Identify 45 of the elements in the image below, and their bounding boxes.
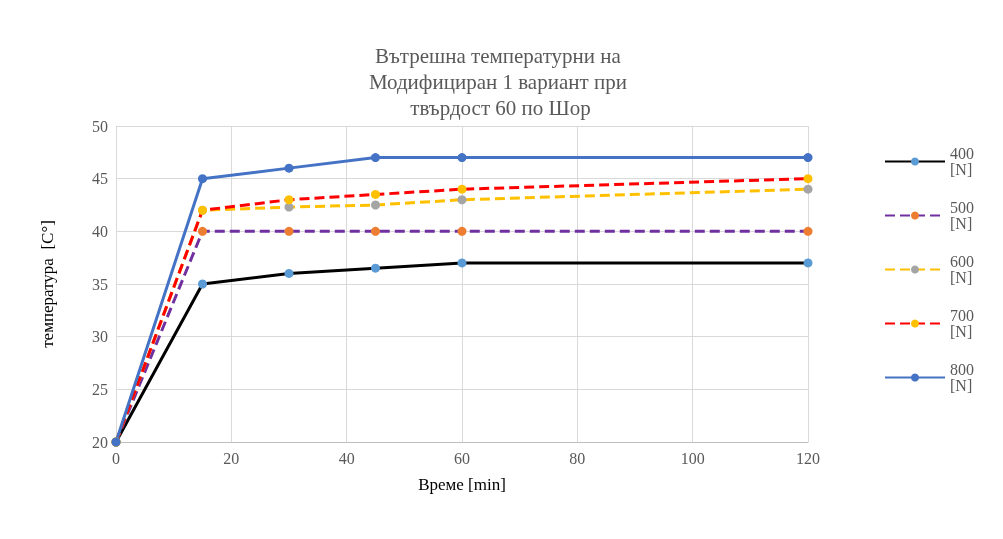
x-tick-label: 20 [223, 449, 240, 467]
x-tick-label: 0 [112, 449, 120, 467]
point [371, 189, 380, 199]
point [198, 226, 207, 236]
x-tick-label: 60 [454, 449, 470, 467]
point [803, 174, 813, 184]
point [457, 258, 467, 268]
point [371, 153, 380, 163]
point [803, 153, 813, 163]
legend-label: 400 [N] [950, 145, 978, 178]
point [371, 263, 380, 273]
point [803, 184, 813, 194]
x-tick-label: 80 [569, 449, 586, 467]
y-tick-label: 30 [92, 328, 108, 346]
x-tick-label: 120 [796, 449, 820, 467]
y-tick-label: 25 [92, 380, 108, 398]
point [457, 153, 467, 163]
point [284, 268, 294, 278]
point [803, 258, 813, 268]
point [198, 279, 207, 289]
chart-title: Вътрешна температурни на Модифициран 1 вариант при твърдост 60 по Шор [368, 44, 633, 120]
point [284, 163, 294, 173]
legend-label: 600 [N] [950, 253, 978, 286]
y-axis-title: температура [C°] [38, 220, 57, 348]
point [284, 202, 294, 212]
point [457, 195, 467, 205]
x-axis-title: Време [min] [418, 475, 506, 494]
x-tick-label: 40 [338, 449, 355, 467]
legend-label: 800 [N] [950, 361, 978, 394]
point [371, 200, 380, 210]
y-tick-label: 45 [92, 170, 108, 188]
legend-label: 700 [N] [950, 307, 978, 340]
point [284, 226, 294, 236]
legend-label: 500 [N] [950, 199, 978, 232]
point [803, 226, 813, 236]
point [371, 226, 380, 236]
point [284, 195, 294, 205]
point [457, 226, 467, 236]
y-tick-label: 50 [92, 117, 108, 135]
y-tick-label: 20 [92, 433, 108, 451]
y-tick-label: 35 [92, 275, 108, 293]
y-tick-label: 40 [92, 222, 108, 240]
x-tick-label: 100 [680, 449, 705, 467]
point [457, 184, 467, 194]
point [198, 174, 207, 184]
